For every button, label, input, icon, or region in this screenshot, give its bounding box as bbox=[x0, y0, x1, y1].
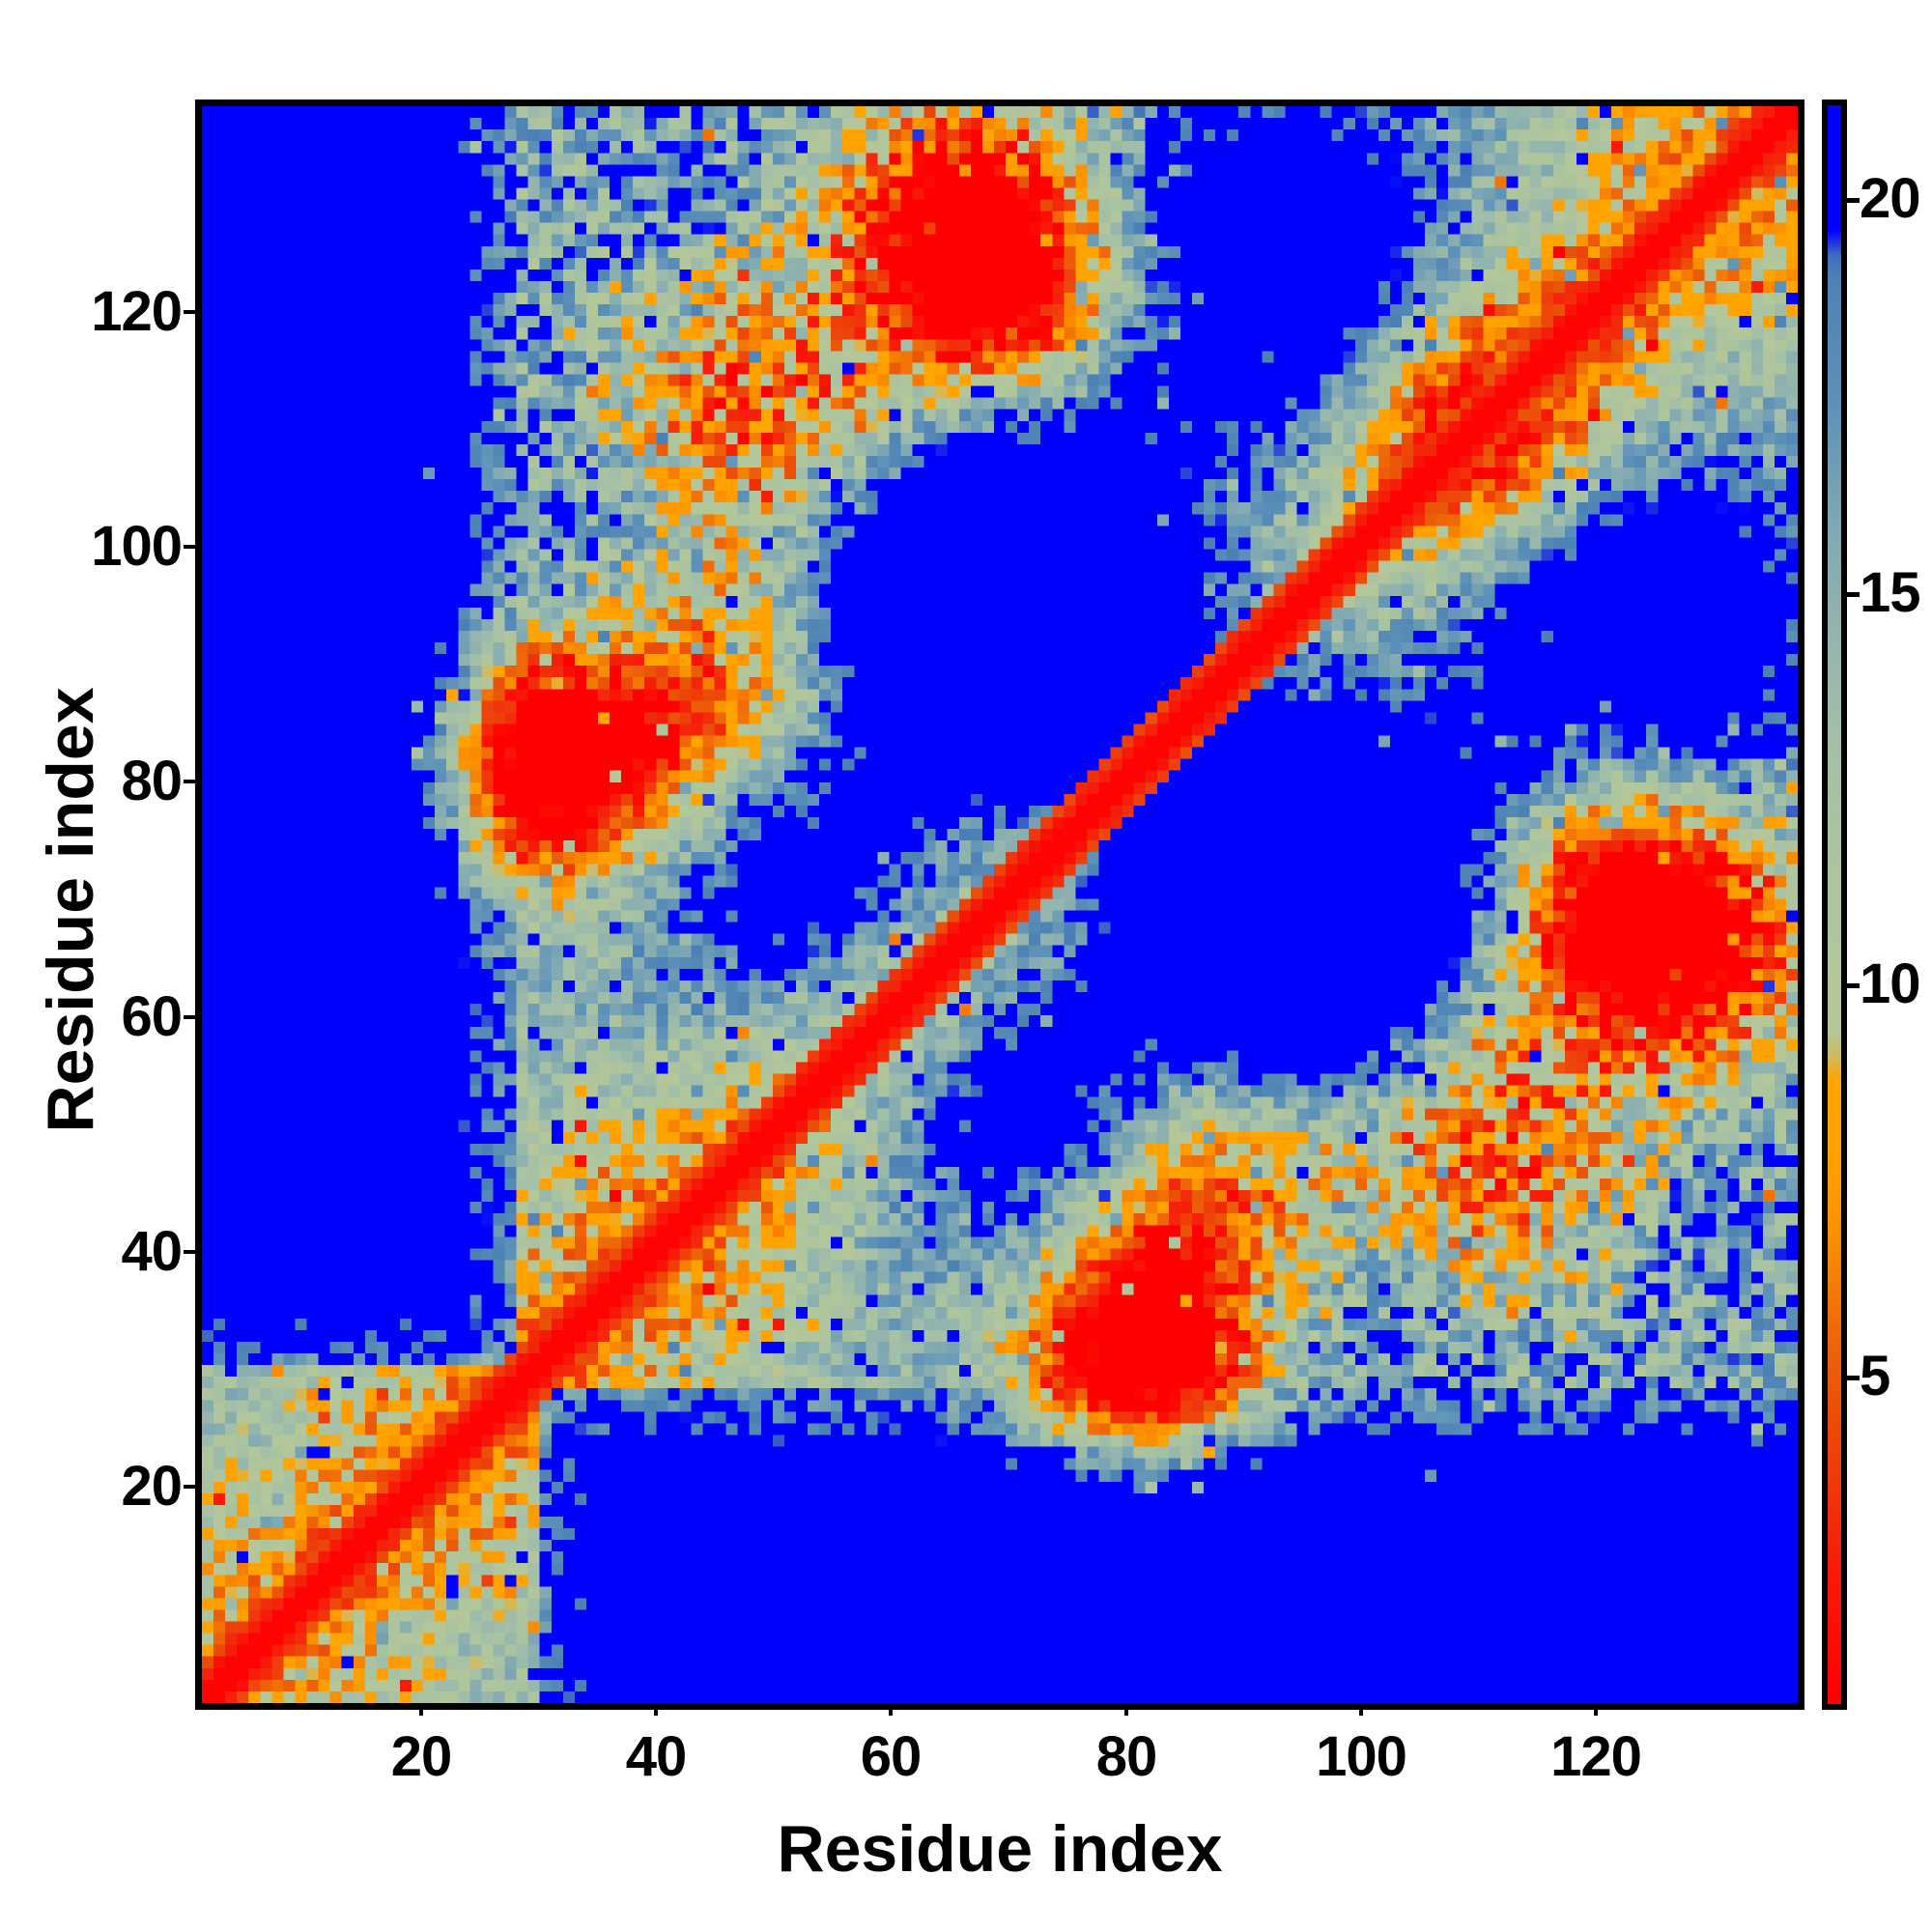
colorbar-tick-label: 15 bbox=[1860, 561, 1921, 624]
y-tick-label: 20 bbox=[121, 1455, 183, 1518]
x-tick-mark bbox=[889, 1703, 893, 1716]
residue-distance-heatmap[interactable] bbox=[202, 106, 1798, 1703]
y-tick-label: 40 bbox=[121, 1220, 183, 1283]
y-tick-label: 120 bbox=[91, 280, 183, 343]
y-tick-label: 60 bbox=[121, 985, 183, 1048]
colorbar-tick-label: 10 bbox=[1860, 952, 1921, 1015]
colorbar-tick-label: 20 bbox=[1860, 167, 1921, 230]
y-tick-label: 80 bbox=[121, 750, 183, 812]
colorbar-tick-mark bbox=[1847, 1376, 1860, 1380]
x-tick-label: 40 bbox=[625, 1725, 688, 1788]
colorbar[interactable] bbox=[1822, 99, 1847, 1710]
colorbar-tick-mark bbox=[1847, 983, 1860, 988]
x-tick-label: 100 bbox=[1316, 1725, 1407, 1788]
y-tick-mark bbox=[184, 1250, 196, 1254]
plot-area[interactable] bbox=[195, 99, 1804, 1710]
y-tick-mark bbox=[184, 780, 196, 783]
y-tick-mark bbox=[184, 545, 196, 549]
x-tick-label: 20 bbox=[390, 1725, 453, 1788]
colorbar-tick-label: 5 bbox=[1860, 1345, 1890, 1407]
x-tick-mark bbox=[654, 1703, 658, 1716]
x-tick-label: 60 bbox=[860, 1725, 923, 1788]
y-tick-label: 100 bbox=[91, 515, 183, 578]
x-tick-mark bbox=[1359, 1703, 1363, 1716]
colorbar-gradient bbox=[1828, 105, 1841, 1704]
y-tick-mark bbox=[184, 1015, 196, 1019]
colorbar-tick-mark bbox=[1847, 592, 1860, 597]
y-tick-mark bbox=[184, 310, 196, 314]
x-tick-mark bbox=[1124, 1703, 1128, 1716]
y-axis-title: Residue index bbox=[34, 687, 107, 1133]
x-tick-label: 80 bbox=[1095, 1725, 1158, 1788]
y-tick-mark bbox=[184, 1485, 196, 1489]
x-axis-title: Residue index bbox=[777, 1812, 1223, 1886]
x-tick-mark bbox=[419, 1703, 423, 1716]
colorbar-tick-mark bbox=[1847, 198, 1860, 203]
x-tick-label: 120 bbox=[1550, 1725, 1642, 1788]
x-tick-mark bbox=[1594, 1703, 1598, 1716]
